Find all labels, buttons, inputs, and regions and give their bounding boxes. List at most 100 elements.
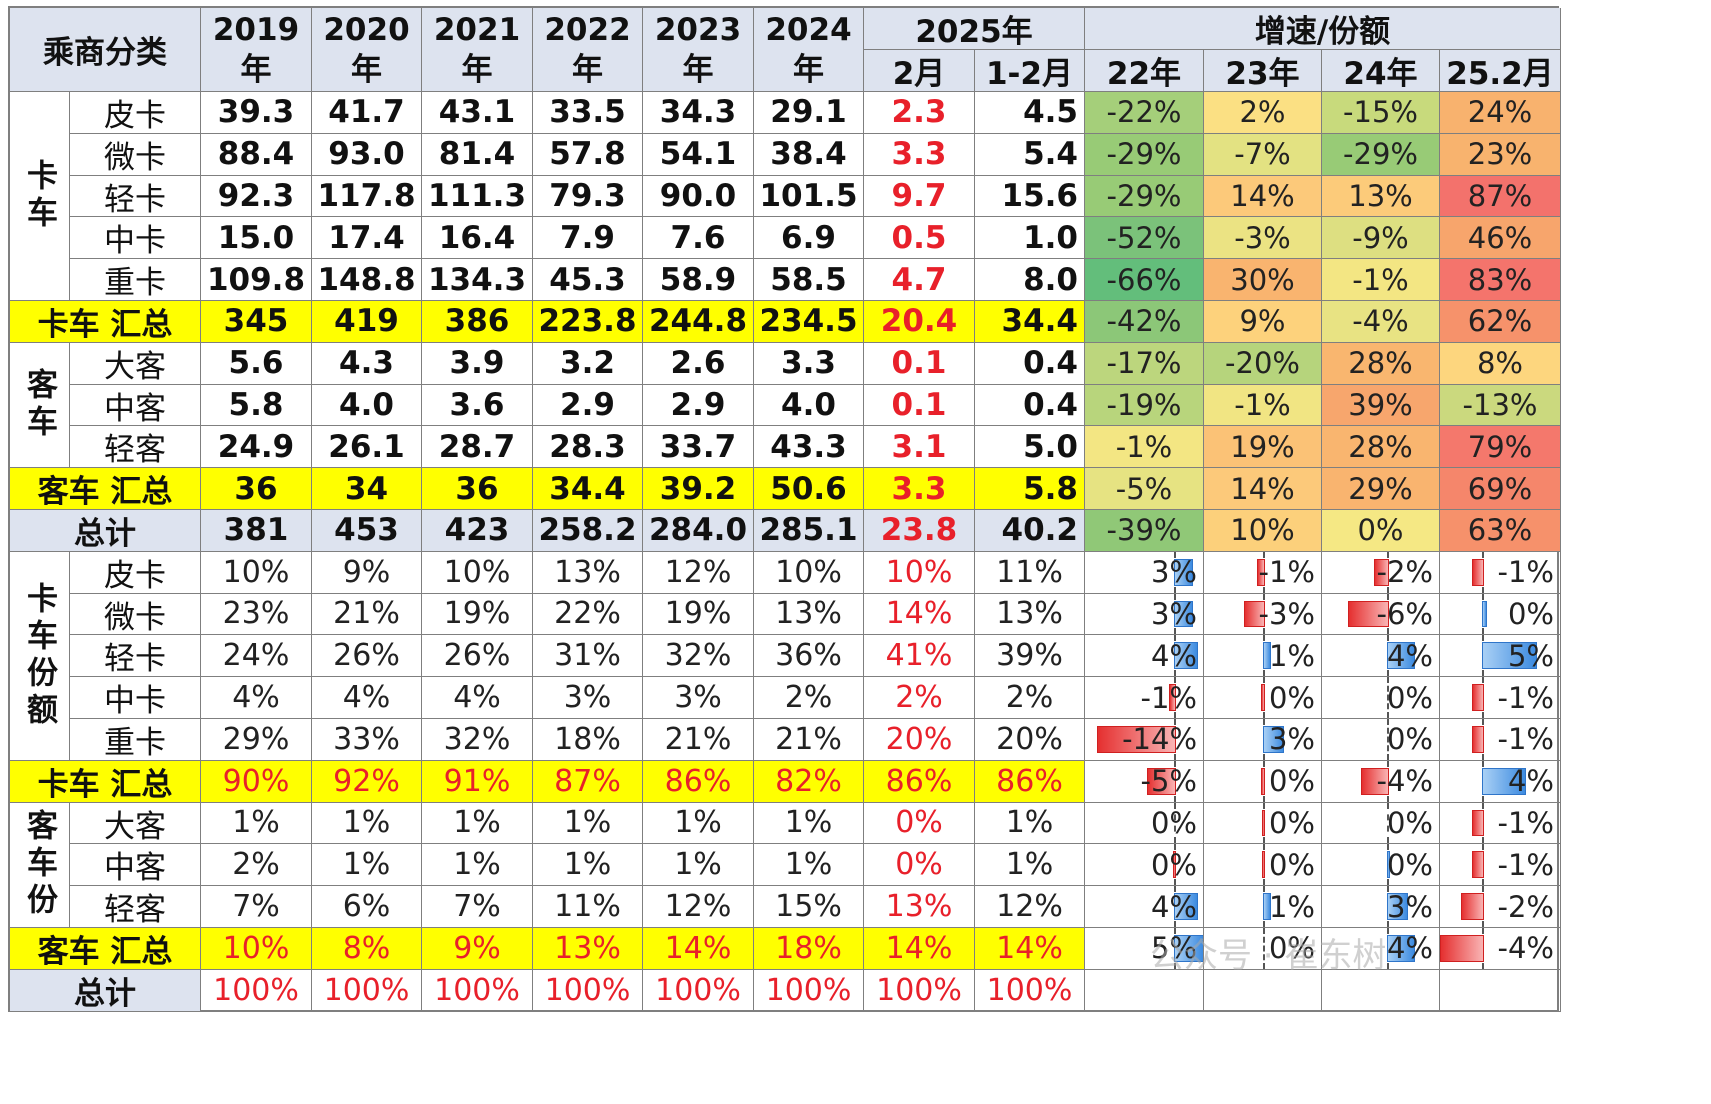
growth-value: 79% <box>1467 429 1533 464</box>
growth-cell: 10% <box>1204 510 1322 552</box>
volume-value: 4.7 <box>891 261 947 298</box>
volume-value: 50.6 <box>770 470 847 507</box>
share-diff-bar <box>1263 726 1284 753</box>
growth-value: -66% <box>1106 262 1182 297</box>
growth-cell: 19% <box>1204 426 1322 469</box>
volume-cell: 345 <box>201 301 312 343</box>
watermark: 公众号 · 崔东树 <box>1150 936 1387 976</box>
volume-cell: 33.5 <box>533 92 643 134</box>
share-cell: 24% <box>201 635 312 678</box>
growth-value: 87% <box>1467 178 1533 213</box>
volume-value: 6.9 <box>781 219 836 256</box>
volume-cell: 29.1 <box>754 92 864 134</box>
volume-value: 38.4 <box>770 136 847 173</box>
growth-cell: 23% <box>1440 133 1561 176</box>
share-diff-bar <box>1261 767 1265 795</box>
row-label-text: 中卡 <box>104 223 166 260</box>
share-cell: 100% <box>864 969 975 1012</box>
share-value: 14% <box>996 930 1063 966</box>
volume-value: 36 <box>455 470 499 507</box>
volume-cell: 258.2 <box>533 510 643 552</box>
growth-cell: -29% <box>1322 133 1440 176</box>
volume-value: 39.2 <box>659 470 737 507</box>
growth-value: 0% <box>1357 513 1404 548</box>
volume-cell: 20.4 <box>864 301 975 343</box>
share-cell: 26% <box>422 635 533 678</box>
share-cell: 100% <box>533 969 643 1012</box>
volume-cell: 0.4 <box>975 384 1085 427</box>
growth-value: 9% <box>1239 304 1286 339</box>
share-cell: 14% <box>643 928 754 970</box>
row-label-text: 中客 <box>104 850 166 887</box>
growth-value: 39% <box>1348 387 1413 422</box>
share-value: 31% <box>554 638 621 674</box>
volume-cell: 50.6 <box>754 468 864 510</box>
share-value: 10% <box>443 554 511 590</box>
year-header-label: 2022 年 <box>544 11 631 88</box>
share-diff-cell: 4% <box>1440 760 1561 803</box>
volume-cell: 36 <box>422 468 533 510</box>
growth-cell: 0% <box>1322 510 1440 552</box>
growth-value: -1% <box>1352 262 1409 297</box>
row-label: 轻卡 <box>70 175 201 218</box>
share-cell: 1% <box>312 844 422 887</box>
volume-cell: 15.6 <box>975 175 1085 218</box>
share-cell: 19% <box>422 593 533 636</box>
share-cell: 10% <box>201 928 312 970</box>
volume-value: 111.3 <box>427 177 527 214</box>
share-diff-value: 5% <box>1150 931 1197 966</box>
row-label-text: 卡车 汇总 <box>37 306 173 343</box>
row-label: 微卡 <box>70 133 201 176</box>
share-diff-bar <box>1261 684 1265 711</box>
share-value: 1% <box>674 805 722 841</box>
volume-value: 93.0 <box>328 136 405 173</box>
share-value: 18% <box>775 930 842 966</box>
volume-value: 90.0 <box>659 177 737 214</box>
volume-value: 2.3 <box>891 94 947 131</box>
share-cell: 10% <box>201 551 312 594</box>
share-cell: 1% <box>533 844 643 887</box>
growth-cell: 8% <box>1440 342 1561 385</box>
growth-value: 2% <box>1239 95 1286 130</box>
share-value: 1% <box>784 805 833 841</box>
growth-value: -17% <box>1106 346 1182 381</box>
volume-value: 34.4 <box>1001 303 1079 340</box>
growth-value: 23% <box>1467 137 1533 172</box>
growth-cell: -22% <box>1085 92 1204 134</box>
share-cell: 87% <box>533 760 643 803</box>
share-diff-cell: 1% <box>1204 886 1322 928</box>
volume-cell: 2.6 <box>643 342 754 385</box>
row-label-text: 中客 <box>104 390 166 427</box>
bar-axis <box>1386 719 1389 760</box>
volume-value: 284.0 <box>648 512 748 549</box>
share-cell: 32% <box>422 719 533 761</box>
growth-cell: -42% <box>1085 301 1204 343</box>
volume-cell: 15.0 <box>201 217 312 260</box>
share-cell: 31% <box>533 635 643 678</box>
row-label: 重卡 <box>70 259 201 301</box>
share-cell: 9% <box>312 551 422 594</box>
volume-cell: 453 <box>312 510 422 552</box>
growth-value: -29% <box>1106 178 1182 213</box>
share-value: 1% <box>784 847 833 883</box>
row-label: 卡车 汇总 <box>10 301 201 343</box>
volume-value: 3.2 <box>560 345 615 382</box>
share-cell: 1% <box>533 802 643 845</box>
volume-cell: 3.3 <box>864 133 975 176</box>
volume-cell: 234.5 <box>754 301 864 343</box>
share-diff-cell: 0% <box>1440 593 1561 636</box>
row-label-text: 客车 汇总 <box>37 933 173 970</box>
share-diff-bar <box>1360 767 1389 795</box>
volume-value: 40.2 <box>1001 512 1079 549</box>
row-label: 大客 <box>70 342 201 385</box>
share-cell: 12% <box>643 551 754 594</box>
share-value: 39% <box>996 638 1063 674</box>
volume-cell: 57.8 <box>533 133 643 176</box>
volume-cell: 54.1 <box>643 133 754 176</box>
share-diff-value: 4% <box>1507 764 1554 799</box>
growth-cell: -20% <box>1204 342 1322 385</box>
volume-cell: 101.5 <box>754 175 864 218</box>
share-diff-value: 0% <box>1386 680 1433 715</box>
group-bus-share-label: 客车份 <box>21 809 57 921</box>
volume-value: 3.9 <box>449 345 505 382</box>
